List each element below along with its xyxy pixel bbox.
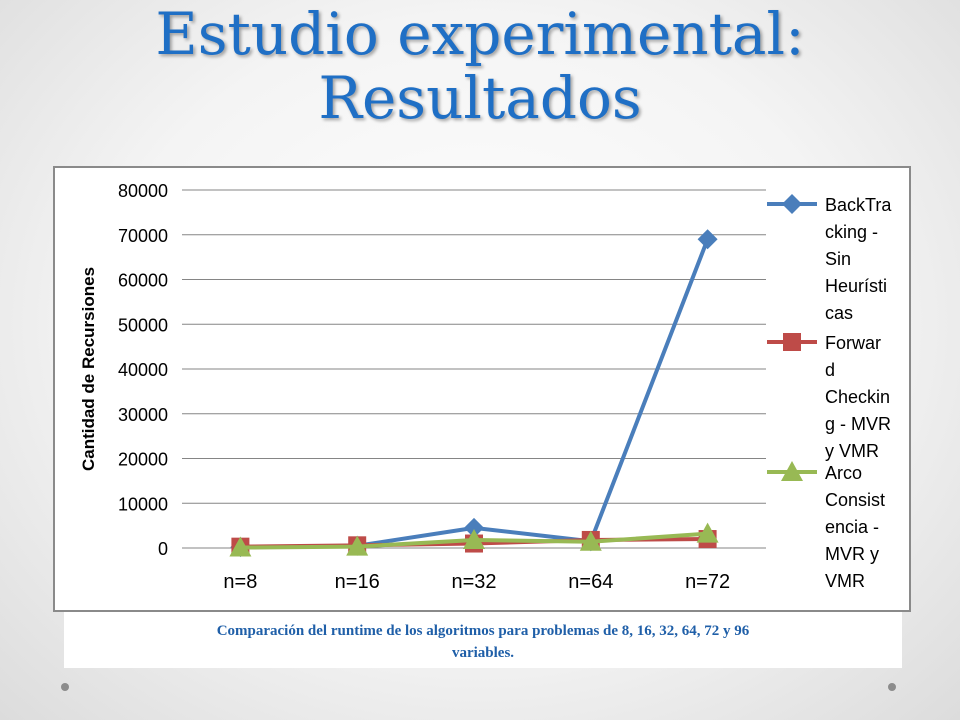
y-tick-label: 80000 — [118, 181, 168, 201]
slide-dot-left — [61, 683, 69, 691]
x-tick-label: n=32 — [451, 571, 496, 593]
x-tick-label: n=72 — [685, 571, 730, 593]
legend-label-line: Sin — [825, 249, 851, 269]
slide-title-line-2: Resultados — [318, 64, 642, 132]
y-tick-label: 60000 — [118, 271, 168, 291]
legend-label-line: cas — [825, 303, 853, 323]
x-tick-label: n=8 — [223, 571, 257, 593]
y-tick-label: 30000 — [118, 405, 168, 425]
slide-dot-right — [888, 683, 896, 691]
legend-marker-1 — [782, 194, 802, 214]
series-3-point — [696, 522, 719, 543]
y-tick-label: 20000 — [118, 450, 168, 470]
legend-marker-3 — [781, 461, 803, 481]
series-3-point — [463, 528, 485, 549]
series-3-point — [346, 535, 369, 556]
series-1-point — [464, 517, 484, 538]
series-3-point — [579, 530, 602, 551]
legend-label-line: Consist — [825, 490, 885, 510]
y-axis-title: Cantidad de Recursiones — [79, 267, 98, 471]
x-tick-label: n=16 — [335, 571, 380, 593]
slide-title: Estudio experimental: Resultados — [0, 2, 960, 130]
recursions-line-chart: 0 10000 20000 30000 40000 50000 60000 70000 8000… — [79, 181, 892, 593]
legend-label-line: g - MVR — [825, 414, 891, 434]
series-line-1 — [240, 238, 710, 550]
chart-frame: 0 10000 20000 30000 40000 50000 60000 70000 8000… — [53, 166, 911, 612]
legend-label-line: y VMR — [825, 441, 879, 461]
legend-label-line: Heurísti — [825, 276, 887, 296]
legend-label-line: Forwar — [825, 333, 881, 353]
y-tick-label: 50000 — [118, 315, 168, 335]
legend-label-line: Arco — [825, 463, 862, 483]
legend-label-line: MVR y — [825, 544, 879, 564]
legend-label-line: BackTra — [825, 195, 892, 215]
series-3-point — [229, 536, 252, 557]
caption-line-1: Comparación del runtime de los algoritmo… — [216, 623, 750, 639]
x-tick-label: n=64 — [568, 571, 613, 593]
series-1-point — [697, 229, 718, 250]
slide-title-line-1: Estudio experimental: — [155, 0, 805, 68]
y-tick-label: 0 — [158, 539, 168, 559]
y-tick-label: 40000 — [118, 360, 168, 380]
caption-line-2: variables. — [451, 645, 515, 661]
legend-label-line: Checkin — [825, 387, 890, 407]
figure-caption: Comparación del runtime de los algoritmo… — [64, 620, 902, 664]
legend-label-line: cking - — [825, 222, 878, 242]
caption-box: Comparación del runtime de los algoritmo… — [64, 612, 902, 668]
legend-label-line: d — [825, 360, 835, 380]
legend-label-line: VMR — [825, 571, 865, 591]
y-tick-label: 70000 — [118, 226, 168, 246]
y-tick-label: 10000 — [118, 494, 168, 514]
legend-label-line: encia - — [825, 517, 879, 537]
legend-marker-2 — [783, 333, 801, 351]
